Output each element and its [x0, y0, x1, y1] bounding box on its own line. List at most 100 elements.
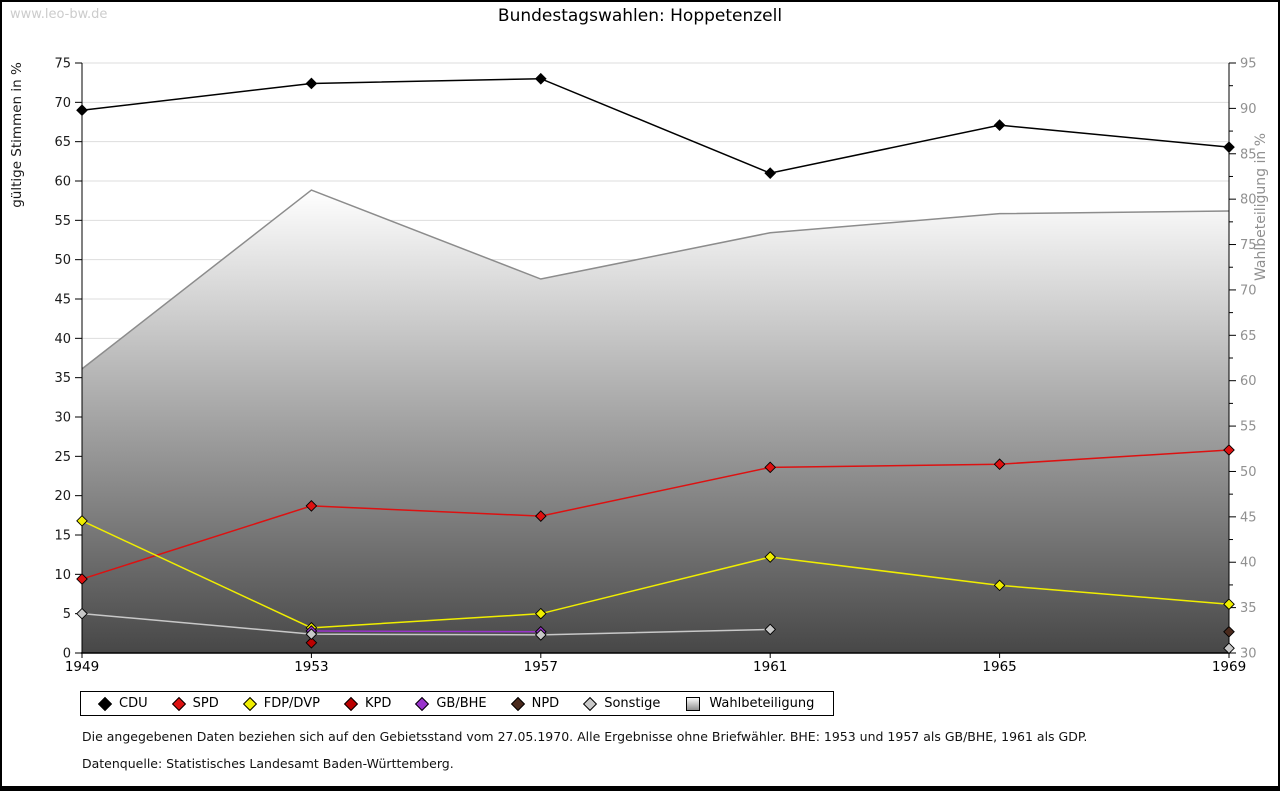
data-point-marker: [993, 119, 1006, 131]
svg-text:45: 45: [1240, 510, 1257, 525]
data-point-marker: [1223, 598, 1235, 611]
square-swatch-icon: [686, 696, 701, 711]
data-point-marker: [764, 551, 777, 563]
data-point-marker: [1223, 642, 1235, 655]
legend-item-wahlbeteiligung: Wahlbeteiligung: [673, 696, 827, 711]
svg-text:0: 0: [63, 647, 71, 662]
svg-text:1969: 1969: [1212, 659, 1246, 675]
data-point-marker: [534, 510, 547, 522]
series-wahlbeteiligung-area: [81, 189, 1230, 654]
data-point-marker: [993, 579, 1006, 592]
svg-text:55: 55: [54, 214, 71, 229]
svg-text:50: 50: [1240, 465, 1257, 480]
svg-text:60: 60: [54, 175, 71, 190]
svg-text:85: 85: [1240, 147, 1257, 162]
svg-text:30: 30: [54, 411, 71, 426]
footnote-gebietsstand: Die angegebenen Daten beziehen sich auf …: [82, 729, 1088, 744]
svg-text:40: 40: [54, 332, 71, 347]
legend-item-spd: SPD: [161, 696, 232, 711]
legend-label: SPD: [192, 696, 219, 711]
chart-legend: CDU SPD FDP/DVP KPD GB/BHE NPD Sonstige Wahlbet…: [80, 691, 835, 716]
legend-item-npd: NPD: [500, 696, 573, 711]
data-point-marker: [534, 629, 547, 641]
data-point-marker: [305, 77, 318, 90]
svg-text:65: 65: [1240, 329, 1257, 344]
legend-item-cdu: CDU: [87, 696, 161, 711]
data-point-marker: [76, 515, 88, 527]
data-point-marker: [764, 623, 777, 636]
svg-text:90: 90: [1240, 102, 1257, 117]
election-line-chart: gültige Stimmen in % Wahlbeteiligung in %…: [9, 57, 1269, 676]
legend-item-fdp-dvp: FDP/DVP: [232, 696, 333, 711]
series-npd: [1223, 625, 1235, 638]
series-cdu: [76, 72, 1235, 179]
svg-text:65: 65: [54, 135, 71, 150]
data-point-marker: [305, 636, 318, 649]
legend-item-kpd: KPD: [333, 696, 404, 711]
svg-text:35: 35: [1240, 601, 1257, 616]
svg-text:25: 25: [54, 450, 71, 465]
svg-text:1953: 1953: [294, 659, 328, 675]
diamond-swatch-icon: [343, 696, 359, 711]
diamond-swatch-icon: [242, 696, 257, 711]
data-point-marker: [1223, 625, 1235, 638]
svg-text:45: 45: [54, 293, 71, 308]
legend-item-sonstige: Sonstige: [572, 696, 673, 711]
svg-text:55: 55: [1240, 420, 1257, 435]
diamond-swatch-icon: [97, 696, 113, 711]
legend-label: Wahlbeteiligung: [709, 696, 815, 711]
diamond-swatch-icon: [171, 696, 186, 711]
svg-text:60: 60: [1240, 374, 1257, 389]
svg-text:10: 10: [54, 568, 71, 583]
svg-text:70: 70: [54, 96, 71, 111]
svg-text:15: 15: [54, 529, 71, 544]
svg-text:40: 40: [1240, 556, 1257, 571]
svg-text:75: 75: [54, 57, 71, 72]
data-point-marker: [764, 167, 777, 179]
legend-label: CDU: [119, 696, 148, 711]
data-point-marker: [76, 573, 88, 585]
data-point-marker: [76, 104, 88, 117]
svg-text:80: 80: [1240, 193, 1257, 208]
right-axis-title: Wahlbeteiligung in %: [1253, 133, 1269, 281]
svg-text:35: 35: [54, 371, 71, 386]
series-sonstige: [76, 607, 1235, 655]
data-point-marker: [993, 458, 1006, 471]
data-point-marker: [76, 607, 88, 620]
data-point-marker: [534, 72, 547, 85]
svg-text:1961: 1961: [753, 659, 787, 675]
series-kpd: [305, 636, 318, 649]
data-point-marker: [1223, 141, 1235, 154]
svg-text:1957: 1957: [524, 659, 558, 675]
svg-text:20: 20: [54, 489, 71, 504]
data-point-marker: [305, 500, 318, 512]
svg-text:95: 95: [1240, 57, 1257, 72]
axes: gültige Stimmen in % Wahlbeteiligung in %: [9, 62, 1269, 654]
legend-label: FDP/DVP: [263, 696, 320, 711]
svg-text:75: 75: [1240, 238, 1257, 253]
legend-item-gb-bhe: GB/BHE: [404, 696, 499, 711]
svg-text:5: 5: [63, 607, 71, 622]
data-point-marker: [305, 628, 318, 640]
legend-label: KPD: [364, 696, 392, 711]
diamond-swatch-icon: [510, 696, 525, 711]
series-fdp-dvp: [76, 515, 1235, 634]
left-axis-title: gültige Stimmen in %: [9, 62, 25, 208]
diamond-swatch-icon: [583, 696, 598, 711]
left-axis: 0 5 10 15 20 25 30 35 40 45 50 55 60 65 70 75: [54, 57, 82, 662]
svg-text:30: 30: [1240, 647, 1257, 662]
svg-text:1965: 1965: [982, 659, 1016, 675]
footnote-datenquelle: Datenquelle: Statistisches Landesamt Bad…: [82, 756, 454, 771]
data-point-marker: [764, 461, 777, 474]
x-axis: 1949 1953 1957 1961 1965 1969: [65, 653, 1246, 675]
page-title: Bundestagswahlen: Hoppetenzell: [497, 6, 783, 26]
watermark-leo-bw: www.leo-bw.de: [10, 7, 108, 22]
series-spd: [76, 444, 1235, 585]
svg-text:1949: 1949: [65, 659, 99, 675]
data-point-marker: [1223, 444, 1235, 456]
svg-text:50: 50: [54, 253, 71, 268]
data-point-marker: [534, 607, 547, 620]
diamond-swatch-icon: [415, 696, 430, 711]
legend-label: Sonstige: [604, 696, 661, 711]
